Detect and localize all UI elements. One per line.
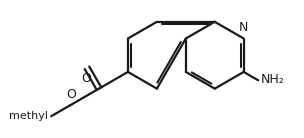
Text: O: O <box>66 88 76 101</box>
Text: NH₂: NH₂ <box>261 73 285 86</box>
Text: methyl: methyl <box>9 111 47 121</box>
Text: O: O <box>81 71 91 84</box>
Text: N: N <box>239 21 248 34</box>
